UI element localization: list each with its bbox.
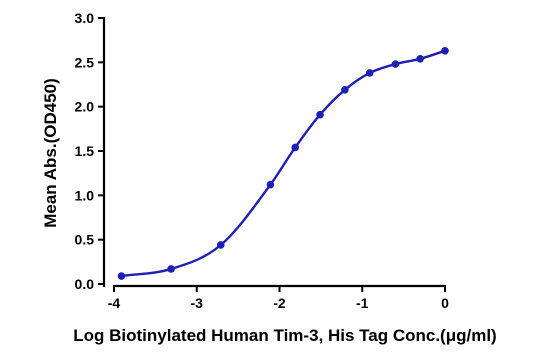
- y-tick-label: 3.0: [75, 10, 95, 26]
- y-tick-label: 1.5: [75, 143, 95, 159]
- y-axis: 0.0 0.5 1.0 1.5 2.0 2.5 3.0: [75, 10, 106, 292]
- x-ticks: -4 -3 -2 -1 0: [108, 286, 449, 311]
- data-point: [316, 110, 324, 119]
- data-point: [167, 265, 175, 273]
- x-tick-label: -2: [273, 295, 286, 311]
- fit-curve: [121, 49, 446, 278]
- x-axis-title: Log Biotinylated Human Tim-3, His Tag Co…: [73, 326, 496, 345]
- y-tick-label: 0.0: [75, 276, 95, 292]
- data-point: [266, 180, 275, 189]
- plot-area: [117, 47, 449, 280]
- data-point: [341, 86, 349, 94]
- x-tick-label: 0: [441, 295, 449, 311]
- y-tick-label: 2.0: [75, 99, 95, 115]
- x-tick-label: -4: [108, 295, 121, 311]
- data-point: [291, 143, 300, 152]
- data-point: [391, 60, 400, 68]
- x-tick-label: -3: [191, 295, 204, 311]
- data-point: [441, 47, 449, 55]
- y-tick-label: 1.0: [75, 187, 95, 203]
- y-tick-label: 2.5: [75, 54, 95, 70]
- y-axis-title: Mean Abs.(OD450): [41, 78, 60, 228]
- data-point: [365, 69, 374, 77]
- data-point: [416, 54, 424, 63]
- data-point: [216, 241, 225, 249]
- y-tick-label: 0.5: [75, 232, 95, 248]
- y-ticks: 0.0 0.5 1.0 1.5 2.0 2.5 3.0: [75, 10, 104, 292]
- x-tick-label: -1: [356, 295, 369, 311]
- data-points: [117, 47, 449, 280]
- x-axis: -4 -3 -2 -1 0: [108, 284, 449, 311]
- data-point: [117, 272, 126, 280]
